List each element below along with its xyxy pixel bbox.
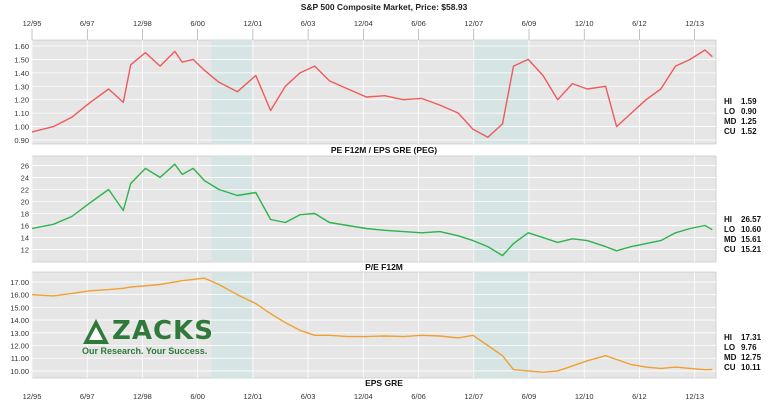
x-tick-label-bottom: 12/95 xyxy=(23,392,42,401)
stat-label: CU xyxy=(724,245,736,254)
y-tick-label: 16 xyxy=(21,222,29,231)
x-tick-label-bottom: 12/01 xyxy=(243,392,262,401)
x-tick-label-top: 12/95 xyxy=(23,19,42,28)
x-tick-label-top: 12/98 xyxy=(133,19,152,28)
stat-value: 10.60 xyxy=(741,225,762,234)
stat-label: LO xyxy=(724,107,735,116)
y-tick-label: 0.90 xyxy=(14,136,29,145)
stat-value: 15.21 xyxy=(741,245,762,254)
y-tick-label: 24 xyxy=(21,173,29,182)
stat-value: 12.75 xyxy=(741,353,762,362)
y-tick-label: 11.00 xyxy=(11,354,29,363)
chart-header-title: S&P 500 Composite Market, Price: $58.93 xyxy=(301,2,468,12)
x-tick-label-bottom: 12/07 xyxy=(464,392,483,401)
y-tick-label: 20 xyxy=(21,197,29,206)
y-tick-label: 12.00 xyxy=(10,342,29,351)
x-tick-label-bottom: 6/12 xyxy=(632,392,647,401)
y-tick-label: 17.00 xyxy=(10,278,29,287)
x-tick-label-top: 6/09 xyxy=(522,19,537,28)
y-tick-label: 14 xyxy=(21,234,29,243)
y-tick-label: 18 xyxy=(21,210,29,219)
y-tick-label: 1.60 xyxy=(14,42,29,51)
recession-band xyxy=(473,40,529,144)
x-tick-label-top: 12/10 xyxy=(575,19,594,28)
stat-label: HI xyxy=(724,97,732,106)
x-tick-label-top: 6/12 xyxy=(632,19,647,28)
x-tick-label-bottom: 6/06 xyxy=(411,392,426,401)
panel-title: P/E F12M xyxy=(365,262,403,272)
y-tick-label: 1.50 xyxy=(14,55,29,64)
stat-value: 1.25 xyxy=(741,117,757,126)
stat-value: 1.52 xyxy=(741,127,757,136)
stat-value: 1.59 xyxy=(741,97,757,106)
stat-label: HI xyxy=(724,333,732,342)
y-tick-label: 12 xyxy=(21,246,29,255)
stat-value: 9.76 xyxy=(741,343,757,352)
recession-band xyxy=(473,156,529,262)
x-tick-label-bottom: 6/09 xyxy=(522,392,537,401)
x-tick-label-bottom: 6/00 xyxy=(190,392,205,401)
series-line xyxy=(31,163,713,257)
x-tick-label-top: 6/00 xyxy=(190,19,205,28)
x-tick-label-bottom: 12/04 xyxy=(354,392,373,401)
y-tick-label: 14.00 xyxy=(10,316,29,325)
recession-band xyxy=(211,40,253,144)
y-tick-label: 1.20 xyxy=(14,96,29,105)
zacks-logo-word: ZACKS xyxy=(112,316,214,346)
stat-label: LO xyxy=(724,225,735,234)
panel-title: PE F12M / EPS GRE (PEG) xyxy=(331,145,437,155)
zacks-logo: ZACKS Our Research. Your Success. xyxy=(82,316,213,358)
x-tick-label-bottom: 12/98 xyxy=(133,392,152,401)
x-tick-label-top: 12/07 xyxy=(464,19,483,28)
stat-value: 26.57 xyxy=(741,215,762,224)
x-tick-label-bottom: 6/03 xyxy=(301,392,316,401)
panel-background xyxy=(31,39,717,145)
x-tick-label-top: 6/06 xyxy=(411,19,426,28)
x-tick-label-top: 12/13 xyxy=(685,19,704,28)
y-tick-label: 1.30 xyxy=(14,82,29,91)
stat-label: MD xyxy=(724,235,737,244)
x-tick-label-top: 6/03 xyxy=(301,19,316,28)
zacks-logo-tagline: Our Research. Your Success. xyxy=(82,346,208,356)
series-line xyxy=(31,49,713,139)
y-tick-label: 26 xyxy=(21,161,29,170)
x-tick-label-top: 12/01 xyxy=(243,19,262,28)
y-tick-label: 1.10 xyxy=(14,109,29,118)
stat-value: 0.90 xyxy=(741,107,757,116)
y-tick-label: 16.00 xyxy=(10,291,29,300)
panel-title: EPS GRE xyxy=(365,378,403,388)
stat-value: 17.31 xyxy=(741,333,762,342)
stat-value: 10.11 xyxy=(741,363,761,372)
recession-band xyxy=(211,156,253,262)
x-tick-label-bottom: 12/13 xyxy=(685,392,704,401)
stat-label: MD xyxy=(724,117,737,126)
panel-background xyxy=(31,271,717,379)
y-tick-label: 13.00 xyxy=(10,329,29,338)
y-tick-label: 1.40 xyxy=(14,69,29,78)
stat-label: HI xyxy=(724,215,732,224)
stat-value: 15.61 xyxy=(741,235,762,244)
panel-1: 1.60 1.50 1.40 1.30 1.20 1.10 1.00 0.90 PE F12M … xyxy=(14,39,757,155)
x-tick-label-top: 6/97 xyxy=(80,19,95,28)
panel-2: 26 24 22 20 18 16 14 12 P/E F12M HI 26.57 LO 10.60 MD… xyxy=(21,155,762,272)
stat-label: MD xyxy=(724,353,737,362)
recession-band xyxy=(473,272,529,378)
recession-band xyxy=(211,272,253,378)
y-tick-label: 15.00 xyxy=(10,303,29,312)
stat-label: CU xyxy=(724,363,736,372)
stat-label: LO xyxy=(724,343,735,352)
series-line xyxy=(31,277,713,373)
y-tick-label: 10.00 xyxy=(10,367,29,376)
y-tick-label: 1.00 xyxy=(14,123,29,132)
zacks-logo-icon xyxy=(83,319,109,344)
stat-label: CU xyxy=(724,127,736,136)
x-tick-label-bottom: 6/97 xyxy=(80,392,95,401)
x-tick-label-bottom: 12/10 xyxy=(575,392,594,401)
y-tick-label: 22 xyxy=(21,185,29,194)
panel-3: 17.00 16.00 15.00 14.00 13.00 12.00 11.00 10.00… xyxy=(10,271,762,388)
x-tick-label-top: 12/04 xyxy=(354,19,373,28)
panel-background xyxy=(31,155,717,263)
